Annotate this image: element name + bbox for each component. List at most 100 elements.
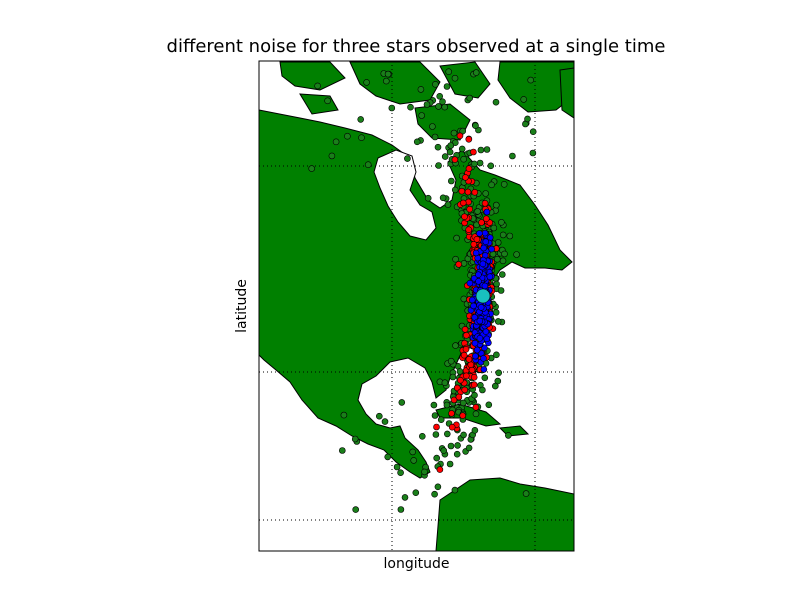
green-point [434, 143, 442, 151]
green-point [381, 418, 389, 425]
arctic-island-6 [559, 67, 574, 119]
green-point [382, 77, 390, 85]
green-point [497, 287, 505, 294]
green-point [529, 149, 537, 157]
green-point [466, 94, 474, 102]
blue-point [486, 273, 494, 281]
blue-point [466, 279, 474, 287]
green-point [413, 138, 421, 146]
green-point [418, 112, 426, 119]
green-point [500, 181, 508, 188]
green-point [495, 369, 503, 377]
green-point [437, 416, 445, 424]
red-point [465, 136, 473, 143]
green-point [529, 128, 537, 135]
green-point [471, 426, 479, 434]
green-point [454, 442, 461, 449]
green-point [439, 98, 446, 105]
red-point [465, 226, 473, 233]
green-point [440, 447, 448, 454]
green-point [450, 129, 458, 137]
red-point [461, 386, 469, 394]
green-point [418, 432, 426, 440]
x-axis-label: longitude [383, 556, 450, 572]
green-point [441, 379, 449, 387]
green-point [499, 231, 507, 239]
green-point [491, 382, 499, 390]
green-point [472, 410, 480, 418]
green-point [432, 81, 439, 88]
green-point [357, 116, 365, 123]
green-point [393, 463, 401, 471]
red-point [459, 412, 467, 419]
green-point [332, 138, 340, 146]
green-point [492, 201, 500, 209]
green-point [435, 103, 442, 110]
green-point [452, 342, 459, 349]
green-point [431, 133, 439, 141]
blue-point [468, 296, 476, 304]
true-position-marker [475, 288, 491, 304]
green-point [443, 83, 451, 90]
green-point [459, 399, 467, 407]
red-point [462, 345, 470, 353]
red-point [448, 410, 455, 417]
green-point [451, 486, 459, 494]
green-point [364, 161, 372, 168]
green-point [494, 239, 502, 246]
green-point [429, 123, 436, 130]
blue-point [473, 346, 481, 354]
land-masses [259, 61, 574, 551]
red-point [461, 326, 469, 333]
blue-point [477, 304, 485, 311]
blue-point [482, 238, 490, 245]
green-point [431, 412, 439, 419]
green-point [494, 318, 502, 325]
green-point [493, 351, 500, 359]
green-point [460, 431, 467, 439]
red-point [459, 199, 467, 207]
red-point [470, 381, 478, 389]
green-point [433, 454, 441, 462]
red-point [473, 236, 481, 243]
green-point [460, 155, 468, 163]
green-point [446, 460, 454, 468]
green-point [481, 374, 489, 382]
red-point [457, 376, 464, 384]
blue-point [472, 249, 480, 257]
blue-point [480, 244, 488, 252]
green-point [499, 257, 507, 265]
green-point [453, 234, 460, 242]
green-point [447, 177, 455, 185]
green-point [472, 69, 480, 76]
green-point [417, 86, 425, 93]
red-point [466, 205, 474, 213]
red-point [470, 373, 478, 381]
red-point [451, 156, 459, 163]
green-point [445, 68, 453, 75]
red-point [458, 187, 466, 195]
green-point [488, 181, 495, 189]
red-point [433, 423, 440, 431]
blue-point [483, 208, 491, 216]
green-point [447, 357, 455, 365]
green-point [358, 134, 365, 141]
green-point [498, 271, 506, 278]
green-point [458, 145, 466, 153]
south-america [435, 477, 574, 551]
axes-frame [258, 60, 575, 552]
red-point [465, 355, 473, 363]
green-point [430, 401, 438, 409]
green-point [504, 432, 512, 439]
green-point [410, 457, 418, 464]
green-point [527, 76, 535, 84]
green-point [501, 250, 508, 258]
blue-point [481, 282, 489, 290]
red-point [463, 331, 470, 339]
green-point [451, 186, 459, 194]
red-point [455, 261, 463, 268]
blue-point [470, 302, 477, 310]
red-point [455, 393, 463, 401]
green-point [482, 190, 490, 197]
green-point [498, 219, 505, 226]
